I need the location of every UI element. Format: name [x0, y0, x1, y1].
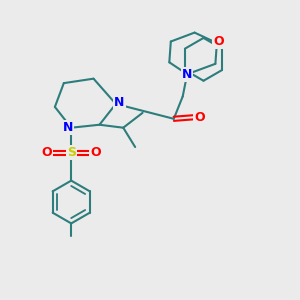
Text: O: O [213, 35, 224, 48]
Text: N: N [114, 96, 124, 109]
Text: O: O [42, 146, 52, 160]
Text: O: O [194, 111, 205, 124]
Text: N: N [62, 121, 73, 134]
Text: S: S [67, 146, 76, 160]
Text: O: O [90, 146, 101, 160]
Text: N: N [182, 68, 192, 81]
